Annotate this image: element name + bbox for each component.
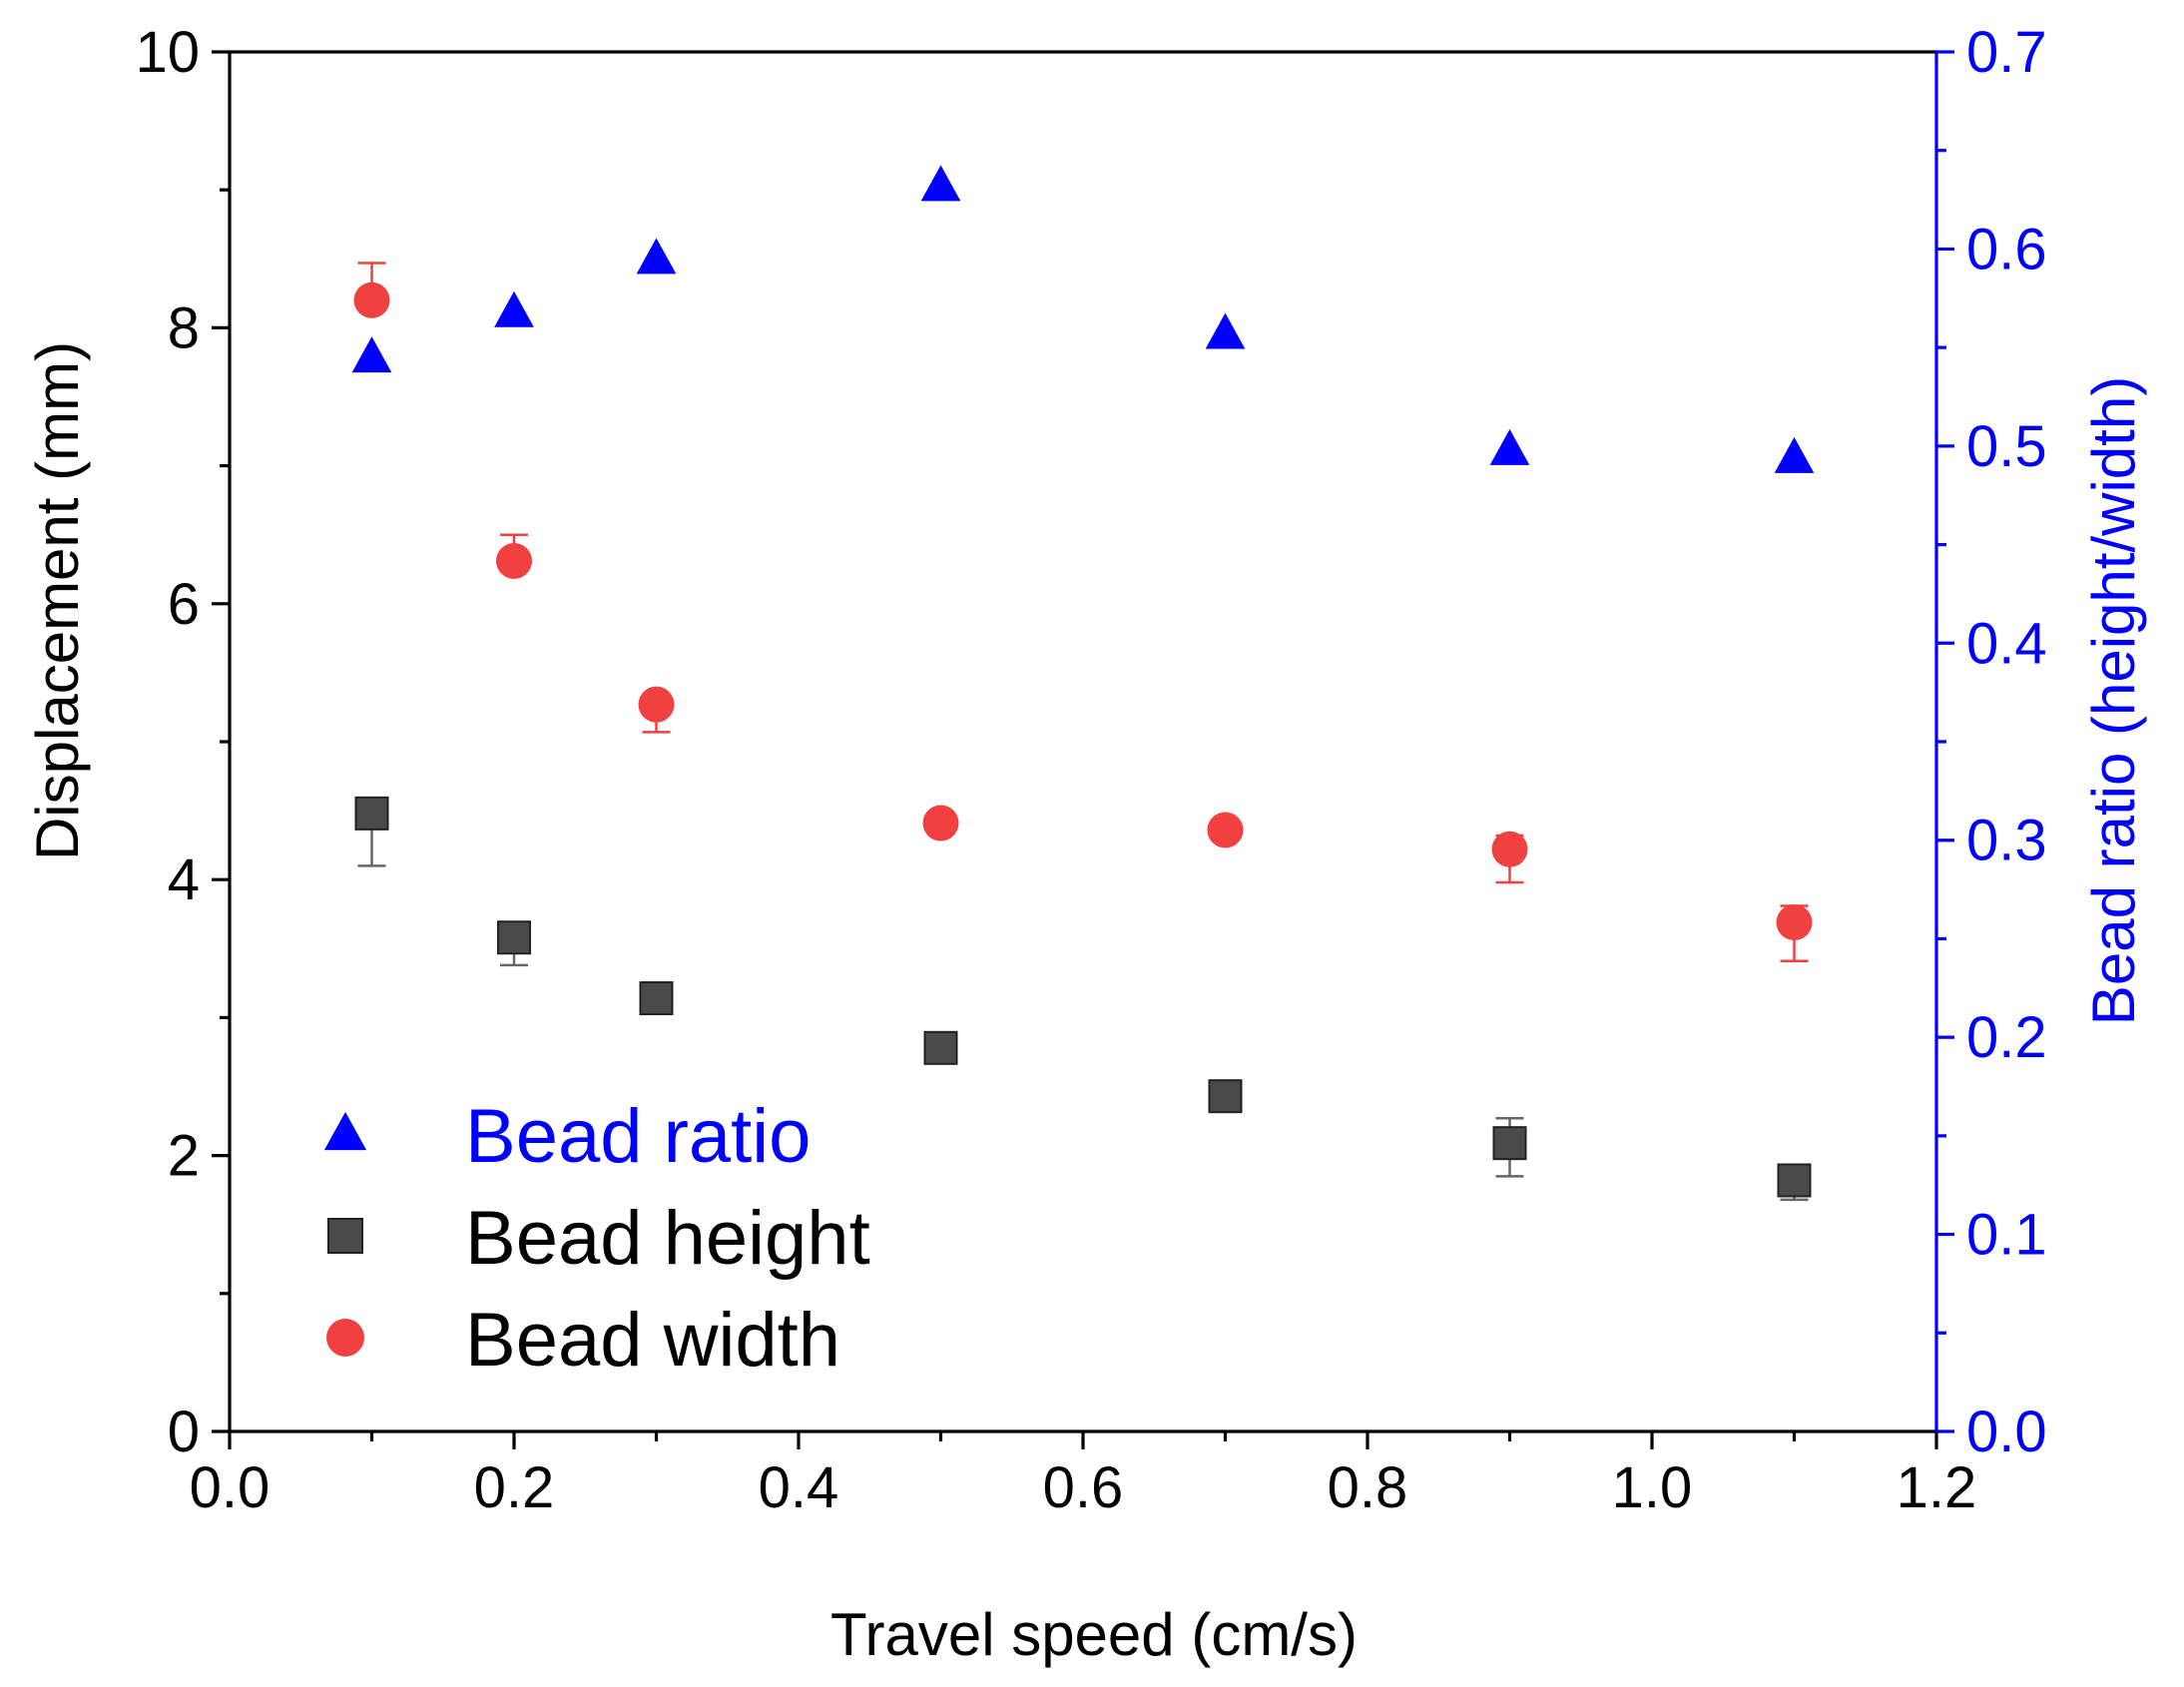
y2-tick-label: 0.7	[1966, 20, 2047, 85]
x-tick-label: 0.0	[190, 1455, 271, 1520]
axes-layer: 0.0 0.2 0.4 0.6 0.8 1.0 1.2 0 2 4 6 8 10 0.0 0.1 0.2 0.3…	[135, 20, 2046, 1520]
bead-height-point	[1777, 1163, 1812, 1198]
bead-ratio-point	[1205, 312, 1246, 349]
y2-tick-label: 0.5	[1966, 414, 2047, 479]
bead-width-point	[1491, 831, 1528, 867]
y-tick-label: 10	[135, 20, 200, 85]
bead-width-point	[353, 281, 390, 318]
bead-width-point	[922, 805, 959, 842]
bead-height-point	[354, 796, 389, 831]
errorbar-layer	[357, 262, 1809, 1202]
y2-tick-label: 0.3	[1966, 809, 2047, 873]
bead-width-point	[1207, 812, 1244, 848]
y2-tick-label: 0.1	[1966, 1203, 2047, 1268]
y2-tick-label: 0.0	[1966, 1400, 2047, 1464]
bead-ratio-point	[1774, 436, 1815, 473]
x-tick-label: 0.4	[759, 1455, 839, 1520]
y-tick-label: 6	[168, 572, 200, 637]
y-tick-label: 0	[168, 1400, 200, 1464]
marker-layer	[351, 165, 1815, 1198]
legend-marker-bead-width	[326, 1319, 364, 1357]
legend-marker-bead-ratio	[323, 1111, 367, 1151]
bead-height-point	[923, 1030, 958, 1065]
bead-height-point	[1492, 1126, 1527, 1161]
y-tick-label: 2	[168, 1124, 200, 1189]
bead-ratio-point	[636, 238, 677, 275]
legend: Bead ratio Bead height Bead width	[323, 1094, 870, 1383]
y2-tick-label: 0.2	[1966, 1005, 2047, 1070]
bead-width-point	[638, 686, 675, 723]
legend-marker-bead-height	[327, 1218, 363, 1254]
y-tick-label: 4	[168, 847, 200, 912]
bead-width-point	[1776, 904, 1813, 941]
x-tick-label: 1.0	[1612, 1455, 1693, 1520]
legend-label-bead-height: Bead height	[465, 1196, 870, 1281]
y-tick-label: 8	[168, 295, 200, 360]
y2-tick-label: 0.6	[1966, 217, 2047, 281]
bead-height-point	[497, 920, 531, 955]
bead-ratio-point	[351, 336, 392, 373]
bead-height-point	[1208, 1079, 1243, 1114]
y2-tick-label: 0.4	[1966, 611, 2047, 676]
legend-label-bead-ratio: Bead ratio	[465, 1094, 811, 1179]
legend-label-bead-width: Bead width	[465, 1298, 840, 1383]
bead-height-point	[639, 981, 674, 1016]
x-tick-label: 1.2	[1897, 1455, 1977, 1520]
y2-axis-title: Bead ratio (height/width)	[2080, 376, 2147, 1025]
bead-ratio-point	[494, 290, 534, 327]
bead-ratio-point	[1489, 428, 1530, 465]
bead-ratio-point	[920, 165, 961, 202]
bead-width-point	[496, 542, 532, 579]
x-tick-label: 0.8	[1328, 1455, 1408, 1520]
x-tick-label: 0.6	[1043, 1455, 1124, 1520]
x-tick-label: 0.2	[474, 1455, 555, 1520]
x-axis-title: Travel speed (cm/s)	[830, 1601, 1358, 1668]
y-axis-title: Displacement (mm)	[24, 341, 91, 860]
